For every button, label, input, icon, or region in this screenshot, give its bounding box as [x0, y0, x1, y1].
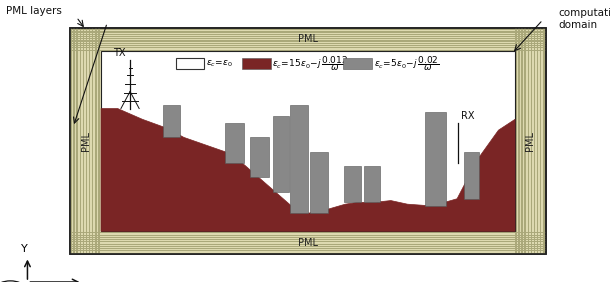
Bar — [70, 36, 546, 37]
Bar — [86, 28, 87, 254]
Text: RX: RX — [461, 111, 475, 121]
Text: $\varepsilon_c\!=\!\varepsilon_0$: $\varepsilon_c\!=\!\varepsilon_0$ — [206, 58, 233, 69]
Polygon shape — [101, 109, 515, 231]
Bar — [310, 152, 328, 213]
Text: PML layers: PML layers — [6, 6, 62, 16]
Bar — [290, 105, 307, 213]
Bar — [70, 253, 546, 254]
Text: PML: PML — [298, 237, 318, 248]
Text: PML: PML — [298, 34, 318, 45]
Bar — [225, 123, 244, 163]
Text: $\varepsilon_c\!=\!15\varepsilon_0\!-\!j\,\dfrac{0.012}{\omega}$: $\varepsilon_c\!=\!15\varepsilon_0\!-\!j… — [272, 54, 350, 73]
Bar — [70, 32, 546, 33]
Bar — [70, 232, 546, 233]
Bar — [543, 28, 545, 254]
Bar — [531, 28, 532, 254]
Bar — [273, 116, 289, 191]
Bar — [540, 28, 542, 254]
Bar — [70, 50, 546, 51]
Bar — [163, 105, 180, 137]
Bar — [425, 112, 447, 206]
Bar — [515, 28, 517, 254]
Bar — [70, 43, 546, 44]
Bar — [242, 58, 271, 69]
Bar — [89, 28, 90, 254]
Bar — [528, 28, 529, 254]
Bar — [176, 58, 204, 69]
Bar — [73, 28, 75, 254]
Text: $\varepsilon_c\!=\!5\varepsilon_0\!-\!j\,\dfrac{0.02}{\omega}$: $\varepsilon_c\!=\!5\varepsilon_0\!-\!j\… — [373, 54, 439, 73]
Bar — [464, 152, 479, 199]
Text: TX: TX — [113, 48, 125, 58]
Bar — [518, 28, 520, 254]
Bar — [70, 45, 546, 46]
Bar — [70, 38, 546, 39]
Bar — [76, 28, 78, 254]
Bar — [83, 28, 84, 254]
Bar — [70, 47, 546, 49]
Bar — [70, 29, 546, 30]
Bar — [70, 41, 546, 42]
Bar — [70, 28, 546, 254]
Text: computation
domain: computation domain — [558, 8, 610, 30]
Bar — [343, 58, 372, 69]
Bar — [70, 246, 546, 247]
Circle shape — [0, 281, 24, 282]
Bar — [525, 28, 526, 254]
Text: Y: Y — [21, 244, 28, 254]
Bar — [70, 239, 546, 240]
Bar — [98, 28, 99, 254]
Bar — [537, 28, 539, 254]
Bar — [79, 28, 81, 254]
Bar — [344, 166, 362, 202]
Bar — [101, 51, 515, 231]
Bar — [92, 28, 93, 254]
Bar — [70, 28, 72, 254]
Bar — [522, 28, 523, 254]
Bar — [70, 237, 546, 238]
Bar — [70, 244, 546, 245]
Bar — [70, 34, 546, 35]
Bar — [534, 28, 536, 254]
Bar — [95, 28, 96, 254]
Bar — [70, 28, 546, 254]
Text: PML: PML — [525, 131, 536, 151]
Bar — [70, 250, 546, 252]
Bar — [70, 241, 546, 243]
Bar — [70, 235, 546, 236]
Text: PML: PML — [81, 131, 91, 151]
Bar — [364, 166, 379, 202]
Bar — [250, 137, 269, 177]
Bar — [70, 248, 546, 249]
